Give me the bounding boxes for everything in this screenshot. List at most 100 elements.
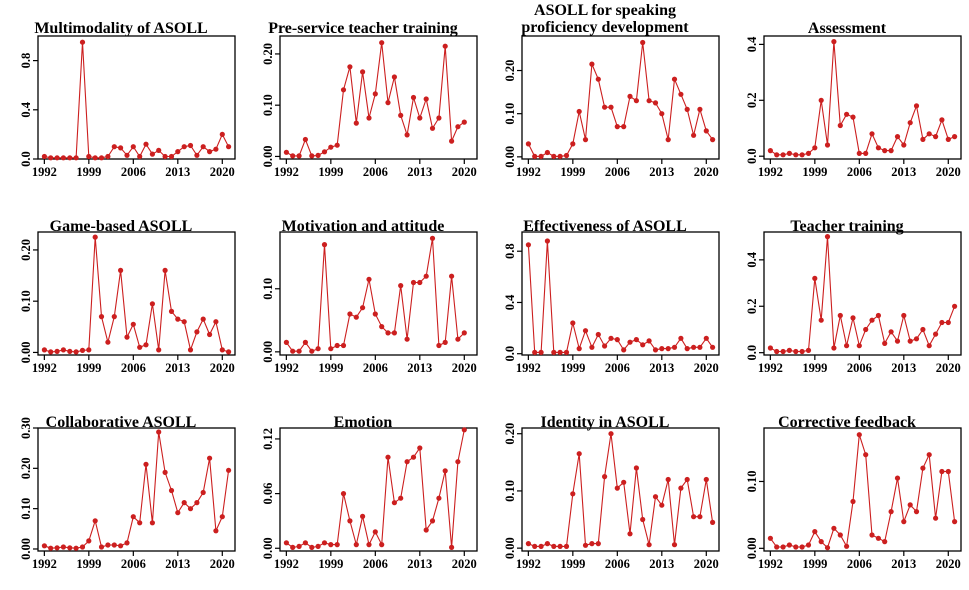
data-point — [67, 545, 73, 551]
data-point — [646, 542, 652, 548]
data-point — [551, 349, 557, 355]
data-point — [137, 153, 143, 160]
panel-corrective-feedback: Corrective feedback 0.00 0.10 1992 1999 2006… — [726, 394, 968, 590]
data-point — [111, 314, 117, 320]
data-point — [328, 346, 334, 352]
data-point — [945, 468, 951, 475]
data-point — [118, 543, 124, 549]
data-point — [143, 461, 149, 467]
data-point — [410, 279, 417, 286]
y-tick-label: 0.8 — [19, 53, 33, 69]
data-point — [563, 349, 570, 355]
x-tick-label: 2006 — [363, 557, 388, 571]
line-plot: 0.00 0.10 0.20 1992 1999 2006 2013 2020 — [503, 35, 720, 179]
data-point — [933, 134, 939, 140]
data-point — [162, 153, 168, 160]
x-tick-label: 2006 — [363, 361, 388, 375]
data-point — [665, 137, 671, 143]
data-point — [875, 145, 881, 151]
panel-title: Teacher training — [790, 218, 904, 235]
series-line — [769, 434, 956, 549]
panel-multimodality: Multimodality of ASOLL 0.0 0.4 0.8 1992 1999… — [0, 2, 242, 198]
data-point — [423, 527, 429, 533]
x-tick-label: 2013 — [891, 361, 916, 375]
data-point — [175, 510, 181, 516]
data-point — [105, 542, 111, 548]
data-point — [863, 326, 869, 333]
data-point — [385, 100, 391, 106]
data-point — [621, 124, 627, 130]
data-point — [652, 347, 659, 353]
data-point — [379, 324, 385, 330]
x-tick-label: 1992 — [32, 557, 57, 571]
panel-title: Corrective feedback — [778, 414, 916, 431]
y-tick-label: 0.2 — [745, 92, 759, 108]
data-point — [665, 476, 671, 483]
x-tick-label: 2013 — [407, 165, 432, 179]
y-tick-label: 0.10 — [19, 498, 33, 520]
data-point — [79, 39, 86, 45]
data-point — [767, 535, 773, 541]
data-point — [379, 40, 385, 46]
data-point — [92, 234, 98, 240]
data-point — [570, 320, 576, 326]
data-point — [799, 152, 805, 158]
data-point — [640, 516, 646, 523]
x-tick-label: 2006 — [121, 165, 146, 179]
y-tick-label: 0.10 — [261, 278, 275, 300]
y-tick-label: 0.4 — [745, 251, 759, 267]
data-point — [812, 275, 818, 281]
data-point — [175, 149, 181, 155]
line-plot: 0.0 0.4 0.8 1992 1999 2006 2013 2020 — [503, 231, 720, 375]
data-point — [907, 338, 913, 344]
y-tick-label: 0.20 — [19, 239, 33, 261]
data-point — [582, 542, 589, 548]
data-point — [321, 149, 328, 155]
data-point — [118, 145, 124, 151]
plot-frame — [279, 427, 478, 552]
data-point — [67, 155, 73, 161]
data-point — [98, 155, 105, 161]
data-point — [703, 335, 709, 341]
data-point — [589, 344, 595, 350]
data-point — [824, 545, 831, 551]
data-point — [882, 340, 888, 346]
y-tick-label: 0.00 — [261, 341, 275, 363]
y-tick-label: 0.20 — [19, 457, 33, 479]
data-point — [283, 540, 289, 546]
data-point — [130, 144, 136, 150]
data-point — [168, 308, 175, 314]
series-line — [527, 240, 714, 353]
data-point — [398, 283, 404, 289]
data-point — [684, 346, 690, 352]
x-tick-label: 1999 — [318, 361, 343, 375]
panel-title: Emotion — [333, 414, 393, 431]
data-point — [181, 144, 187, 150]
data-point — [334, 542, 340, 548]
data-point — [111, 542, 117, 548]
data-point — [54, 348, 60, 354]
data-point — [92, 155, 98, 161]
x-tick-label: 2013 — [649, 557, 674, 571]
data-point — [200, 316, 206, 322]
data-point — [646, 338, 652, 344]
data-point — [442, 43, 448, 49]
data-point — [786, 542, 792, 548]
x-tick-label: 1999 — [318, 165, 343, 179]
data-point — [850, 498, 856, 505]
data-point — [436, 342, 442, 349]
data-point — [544, 149, 550, 156]
data-point — [366, 276, 372, 282]
data-point — [633, 465, 639, 471]
y-tick-label: 0.00 — [19, 342, 33, 364]
data-point — [576, 108, 582, 115]
data-point — [385, 330, 391, 336]
data-point — [627, 531, 633, 537]
data-point — [538, 543, 544, 549]
plot-frame — [763, 427, 962, 552]
data-point — [340, 342, 347, 349]
x-tick-label: 1999 — [76, 165, 101, 179]
data-point — [296, 543, 302, 549]
data-point — [187, 506, 194, 512]
data-point — [570, 141, 576, 147]
